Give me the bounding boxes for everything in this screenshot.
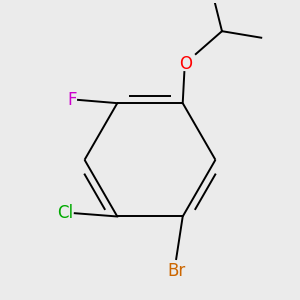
- Text: O: O: [179, 55, 193, 73]
- Text: F: F: [67, 91, 76, 109]
- Text: Br: Br: [167, 262, 185, 280]
- Text: Cl: Cl: [57, 204, 73, 222]
